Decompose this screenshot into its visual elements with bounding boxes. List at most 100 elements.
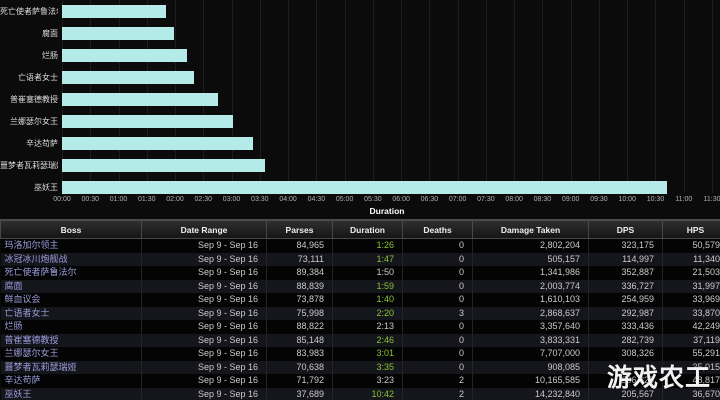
cell-hps: 33,969: [662, 293, 720, 307]
x-tick-label: 08:30: [533, 196, 552, 203]
boss-link[interactable]: 兰娜瑟尔女王: [0, 347, 142, 361]
cell-damage-taken: 14,232,840: [472, 387, 589, 400]
cell-hps: 33,870: [662, 306, 720, 320]
cell-hps: 42,249: [662, 320, 720, 334]
duration-bar[interactable]: [62, 137, 254, 150]
gridline: [485, 0, 487, 193]
boss-link[interactable]: 烂肠: [0, 320, 142, 334]
x-tick-label: 11:30: [703, 196, 720, 203]
gridline: [514, 0, 516, 193]
cell-duration: 1:50: [332, 266, 403, 280]
cell-date-range: Sep 9 - Sep 16: [141, 306, 267, 320]
cell-parses: 71,792: [266, 374, 333, 388]
cell-dps: 308,326: [588, 347, 663, 361]
cell-hps: 36,670: [662, 387, 720, 400]
cell-parses: 70,638: [266, 360, 333, 374]
boss-link[interactable]: 巫妖王: [0, 387, 142, 400]
col-header-dps[interactable]: DPS: [588, 219, 663, 239]
cell-damage-taken: 908,085: [472, 360, 589, 374]
boss-link[interactable]: 辛达苟萨: [0, 374, 142, 388]
gridline: [401, 0, 403, 193]
cell-parses: 84,965: [266, 238, 333, 253]
table-row: 玛洛加尔领主 Sep 9 - Sep 16 84,965 1:26 0 2,802,204…: [0, 238, 720, 253]
gridline: [598, 0, 600, 193]
cell-duration: 3:23: [332, 374, 403, 388]
cell-deaths: 0: [402, 279, 473, 293]
cell-duration: 1:26: [332, 238, 403, 253]
boss-link[interactable]: 冰冠冰川炮舰战: [0, 252, 142, 266]
boss-link[interactable]: 死亡使者萨鲁法尔: [0, 266, 142, 280]
gridline: [316, 0, 318, 193]
cell-hps: 55,291: [662, 347, 720, 361]
x-tick-label: 11:00: [675, 196, 693, 203]
duration-bar[interactable]: [62, 49, 188, 62]
cell-damage-taken: 505,157: [472, 252, 589, 266]
cell-parses: 88,822: [266, 320, 333, 334]
cell-damage-taken: 1,341,986: [472, 266, 589, 280]
cell-duration: 2:46: [332, 333, 403, 347]
boss-link[interactable]: 玛洛加尔领主: [0, 238, 142, 253]
table-row: 兰娜瑟尔女王 Sep 9 - Sep 16 83,983 3:01 0 7,707,000…: [0, 347, 720, 361]
x-tick-label: 00:30: [81, 196, 100, 203]
table-row: 辛达苟萨 Sep 9 - Sep 16 71,792 3:23 2 10,165,585 3…: [0, 374, 720, 388]
x-tick-label: 09:30: [590, 196, 608, 203]
duration-bar[interactable]: [62, 159, 265, 172]
duration-bar[interactable]: [62, 115, 233, 128]
boss-axis-label: 普崔塞德教授: [10, 95, 58, 104]
x-tick-label: 05:00: [335, 196, 354, 203]
cell-dps: [588, 360, 663, 374]
x-tick-label: 03:00: [222, 196, 241, 203]
boss-link[interactable]: 普崔塞德教授: [0, 333, 142, 347]
x-tick-label: 06:00: [392, 196, 410, 203]
cell-dps: 254,959: [588, 293, 663, 307]
x-tick-label: 10:30: [646, 196, 665, 203]
cell-date-range: Sep 9 - Sep 16: [141, 333, 267, 347]
boss-axis-label: 巫妖王: [34, 183, 58, 192]
col-header-parses[interactable]: Parses: [266, 219, 333, 239]
col-header-deaths[interactable]: Deaths: [402, 219, 473, 239]
duration-bar[interactable]: [62, 71, 194, 84]
duration-bar[interactable]: [62, 27, 175, 40]
chart-x-axis-title: Duration: [369, 206, 405, 216]
cell-duration: 1:40: [332, 293, 403, 307]
col-header-damage-taken[interactable]: Damage Taken: [472, 219, 589, 239]
cell-parses: 73,878: [266, 293, 333, 307]
cell-dps: 114,997: [588, 252, 663, 266]
boss-axis-label: 辛达苟萨: [26, 139, 58, 148]
cell-dps: 282,739: [588, 333, 663, 347]
duration-bar[interactable]: [62, 93, 219, 106]
duration-bar[interactable]: [62, 181, 667, 194]
gridline: [655, 0, 657, 193]
cell-duration: 2:13: [332, 320, 403, 334]
cell-deaths: 0: [402, 333, 473, 347]
boss-link[interactable]: 亡语者女士: [0, 306, 142, 320]
table-row: 冰冠冰川炮舰战 Sep 9 - Sep 16 73,111 1:47 0 505,157 1…: [0, 252, 720, 266]
gridline: [344, 0, 346, 193]
x-tick-label: 05:30: [364, 196, 382, 203]
cell-parses: 89,384: [266, 266, 333, 280]
x-tick-label: 00:00: [53, 196, 71, 203]
boss-stats-table: Boss Date Range Parses Duration Deaths D…: [0, 219, 720, 400]
x-tick-label: 01:30: [138, 196, 156, 203]
cell-hps: 35,015: [662, 360, 720, 374]
boss-link[interactable]: 噩梦者瓦莉瑟瑞娅: [0, 360, 142, 374]
duration-bar[interactable]: [62, 5, 166, 18]
cell-damage-taken: 3,357,640: [472, 320, 589, 334]
cell-deaths: 2: [402, 374, 473, 388]
col-header-boss[interactable]: Boss: [0, 219, 142, 239]
col-header-date-range[interactable]: Date Range: [141, 219, 267, 239]
cell-duration: 2:20: [332, 306, 403, 320]
col-header-duration[interactable]: Duration: [332, 219, 403, 239]
x-tick-label: 08:00: [505, 196, 523, 203]
cell-dps: 323,175: [588, 238, 663, 253]
cell-damage-taken: 2,003,774: [472, 279, 589, 293]
boss-link[interactable]: 鲜血议会: [0, 293, 142, 307]
table-row: 亡语者女士 Sep 9 - Sep 16 75,998 2:20 3 2,868,637 2…: [0, 306, 720, 320]
gridline: [570, 0, 572, 193]
boss-link[interactable]: 腐面: [0, 279, 142, 293]
cell-date-range: Sep 9 - Sep 16: [141, 293, 267, 307]
cell-parses: 88,839: [266, 279, 333, 293]
cell-date-range: Sep 9 - Sep 16: [141, 266, 267, 280]
col-header-hps[interactable]: HPS: [662, 219, 720, 239]
